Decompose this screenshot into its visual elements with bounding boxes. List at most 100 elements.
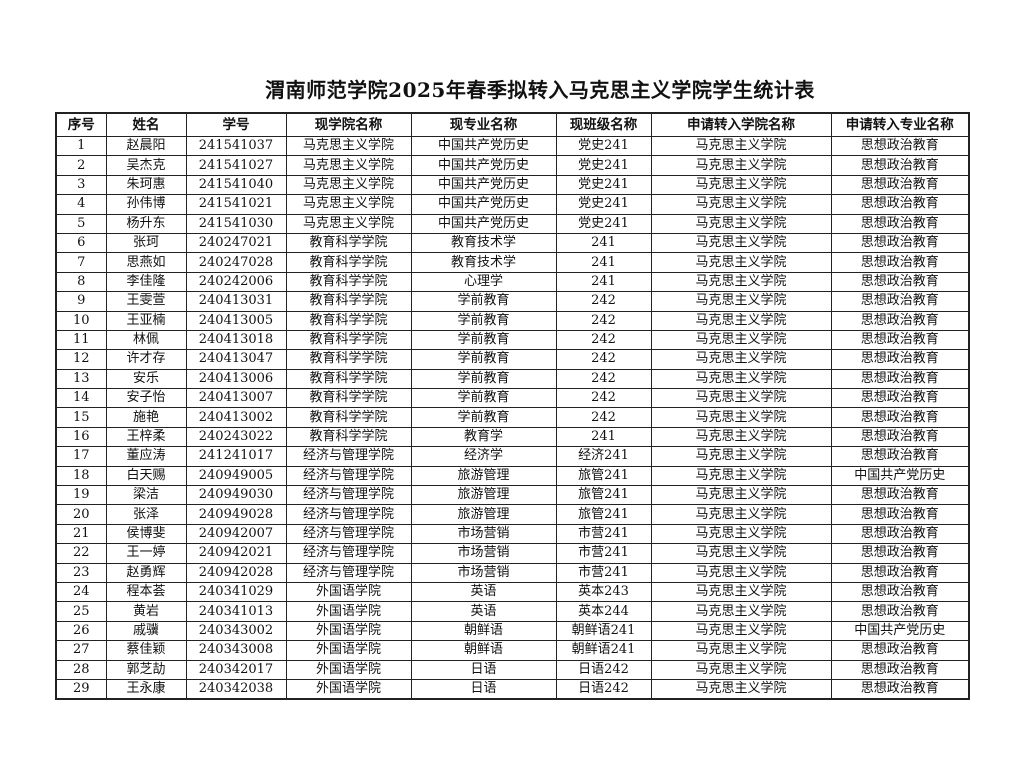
cell-index: 2 bbox=[55, 155, 107, 176]
cell-current-college: 外国语学院 bbox=[285, 678, 412, 700]
cell-index: 18 bbox=[55, 465, 107, 487]
cell-student-id: 240413006 bbox=[185, 368, 287, 390]
cell-current-college: 经济与管理学院 bbox=[285, 562, 412, 583]
table-row: 26 戚骥 240343002 外国语学院 朝鲜语 朝鲜语241 马克思主义学院 中国共产党历… bbox=[55, 620, 970, 642]
header-current-college: 现学院名称 bbox=[285, 112, 412, 137]
cell-name: 黄岩 bbox=[105, 601, 187, 622]
cell-target-major: 思想政治教育 bbox=[830, 349, 970, 370]
cell-index: 20 bbox=[55, 504, 107, 525]
cell-target-major: 思想政治教育 bbox=[830, 174, 970, 196]
header-current-major: 现专业名称 bbox=[410, 112, 557, 137]
cell-target-major: 思想政治教育 bbox=[830, 291, 970, 312]
cell-target-college: 马克思主义学院 bbox=[650, 155, 832, 176]
cell-current-major: 旅游管理 bbox=[410, 504, 557, 525]
cell-target-college: 马克思主义学院 bbox=[650, 252, 832, 273]
table-row: 16 王梓柔 240243022 教育科学学院 教育学 241 马克思主义学院 思想政治教育 bbox=[55, 426, 970, 448]
cell-student-id: 240342017 bbox=[185, 659, 287, 680]
table-header-row: 序号 姓名 学号 现学院名称 现专业名称 现班级名称 申请转入学院名称 申请转入… bbox=[55, 112, 970, 137]
cell-target-college: 马克思主义学院 bbox=[650, 368, 832, 390]
cell-current-major: 经济学 bbox=[410, 446, 557, 467]
cell-current-college: 马克思主义学院 bbox=[285, 213, 412, 234]
cell-current-class: 党史241 bbox=[555, 135, 652, 157]
cell-current-college: 马克思主义学院 bbox=[285, 194, 412, 215]
cell-name: 侯博斐 bbox=[105, 523, 187, 545]
cell-current-college: 外国语学院 bbox=[285, 620, 412, 642]
cell-current-major: 市场营销 bbox=[410, 523, 557, 545]
table-row: 9 王雯萱 240413031 教育科学学院 学前教育 242 马克思主义学院 思想政治教育 bbox=[55, 291, 970, 312]
cell-student-id: 240949028 bbox=[185, 504, 287, 525]
cell-current-college: 教育科学学院 bbox=[285, 349, 412, 370]
cell-current-major: 中国共产党历史 bbox=[410, 155, 557, 176]
cell-index: 16 bbox=[55, 426, 107, 448]
cell-target-major: 思想政治教育 bbox=[830, 329, 970, 351]
cell-current-class: 市营241 bbox=[555, 543, 652, 564]
cell-current-major: 市场营销 bbox=[410, 543, 557, 564]
cell-target-college: 马克思主义学院 bbox=[650, 213, 832, 234]
cell-target-college: 马克思主义学院 bbox=[650, 678, 832, 700]
cell-target-major: 思想政治教育 bbox=[830, 562, 970, 583]
cell-index: 10 bbox=[55, 310, 107, 331]
cell-target-major: 思想政治教育 bbox=[830, 271, 970, 293]
cell-current-major: 朝鲜语 bbox=[410, 620, 557, 642]
cell-student-id: 240949030 bbox=[185, 485, 287, 506]
cell-index: 8 bbox=[55, 271, 107, 293]
cell-student-id: 240413031 bbox=[185, 291, 287, 312]
table-row: 21 侯博斐 240942007 经济与管理学院 市场营销 市营241 马克思主义学院 思想政… bbox=[55, 523, 970, 545]
cell-target-college: 马克思主义学院 bbox=[650, 485, 832, 506]
cell-name: 杨升东 bbox=[105, 213, 187, 234]
cell-target-college: 马克思主义学院 bbox=[650, 601, 832, 622]
cell-target-major: 思想政治教育 bbox=[830, 581, 970, 603]
cell-current-college: 马克思主义学院 bbox=[285, 155, 412, 176]
cell-name: 思燕如 bbox=[105, 252, 187, 273]
cell-target-college: 马克思主义学院 bbox=[650, 446, 832, 467]
cell-student-id: 241541040 bbox=[185, 174, 287, 196]
cell-index: 7 bbox=[55, 252, 107, 273]
cell-target-college: 马克思主义学院 bbox=[650, 174, 832, 196]
table-row: 12 许才存 240413047 教育科学学院 学前教育 242 马克思主义学院 思想政治教育 bbox=[55, 349, 970, 370]
cell-name: 安乐 bbox=[105, 368, 187, 390]
table-row: 29 王永康 240342038 外国语学院 日语 日语242 马克思主义学院 思想政治教育 bbox=[55, 678, 970, 700]
cell-current-major: 教育技术学 bbox=[410, 252, 557, 273]
table-row: 13 安乐 240413006 教育科学学院 学前教育 242 马克思主义学院 思想政治教育 bbox=[55, 368, 970, 390]
cell-name: 梁洁 bbox=[105, 485, 187, 506]
cell-target-major: 中国共产党历史 bbox=[830, 620, 970, 642]
cell-name: 赵勇辉 bbox=[105, 562, 187, 583]
cell-current-college: 外国语学院 bbox=[285, 581, 412, 603]
cell-student-id: 240242006 bbox=[185, 271, 287, 293]
cell-target-college: 马克思主义学院 bbox=[650, 349, 832, 370]
cell-target-college: 马克思主义学院 bbox=[650, 659, 832, 680]
cell-target-college: 马克思主义学院 bbox=[650, 504, 832, 525]
cell-student-id: 241541027 bbox=[185, 155, 287, 176]
cell-target-major: 思想政治教育 bbox=[830, 310, 970, 331]
cell-name: 孙伟博 bbox=[105, 194, 187, 215]
cell-name: 张珂 bbox=[105, 232, 187, 254]
cell-current-major: 英语 bbox=[410, 601, 557, 622]
cell-current-class: 241 bbox=[555, 232, 652, 254]
cell-target-college: 马克思主义学院 bbox=[650, 310, 832, 331]
cell-student-id: 241541030 bbox=[185, 213, 287, 234]
cell-current-major: 日语 bbox=[410, 678, 557, 700]
cell-current-college: 教育科学学院 bbox=[285, 368, 412, 390]
table-row: 14 安子怡 240413007 教育科学学院 学前教育 242 马克思主义学院 思想政治教育 bbox=[55, 388, 970, 409]
table-row: 2 吴杰克 241541027 马克思主义学院 中国共产党历史 党史241 马克思主义学院思… bbox=[55, 155, 970, 176]
cell-student-id: 241541037 bbox=[185, 135, 287, 157]
cell-name: 安子怡 bbox=[105, 388, 187, 409]
table-row: 10 王亚楠 240413005 教育科学学院 学前教育 242 马克思主义学院 思想政治教育 bbox=[55, 310, 970, 331]
cell-current-college: 经济与管理学院 bbox=[285, 523, 412, 545]
cell-index: 14 bbox=[55, 388, 107, 409]
header-target-college: 申请转入学院名称 bbox=[650, 112, 832, 137]
cell-current-major: 教育技术学 bbox=[410, 232, 557, 254]
table-row: 1 赵晨阳 241541037 马克思主义学院 中国共产党历史 党史241 马克思主义学院思… bbox=[55, 135, 970, 157]
document-title: 渭南师范学院2025年春季拟转入马克思主义学院学生统计表 bbox=[265, 78, 815, 102]
cell-target-major: 思想政治教育 bbox=[830, 485, 970, 506]
cell-current-major: 学前教育 bbox=[410, 368, 557, 390]
cell-target-college: 马克思主义学院 bbox=[650, 271, 832, 293]
cell-current-class: 朝鲜语241 bbox=[555, 640, 652, 661]
cell-target-college: 马克思主义学院 bbox=[650, 562, 832, 583]
table-row: 15 施艳 240413002 教育科学学院 学前教育 242 马克思主义学院 思想政治教育 bbox=[55, 407, 970, 428]
cell-target-college: 马克思主义学院 bbox=[650, 543, 832, 564]
cell-current-college: 外国语学院 bbox=[285, 601, 412, 622]
cell-current-class: 旅管241 bbox=[555, 465, 652, 487]
cell-current-class: 242 bbox=[555, 329, 652, 351]
cell-current-major: 学前教育 bbox=[410, 310, 557, 331]
